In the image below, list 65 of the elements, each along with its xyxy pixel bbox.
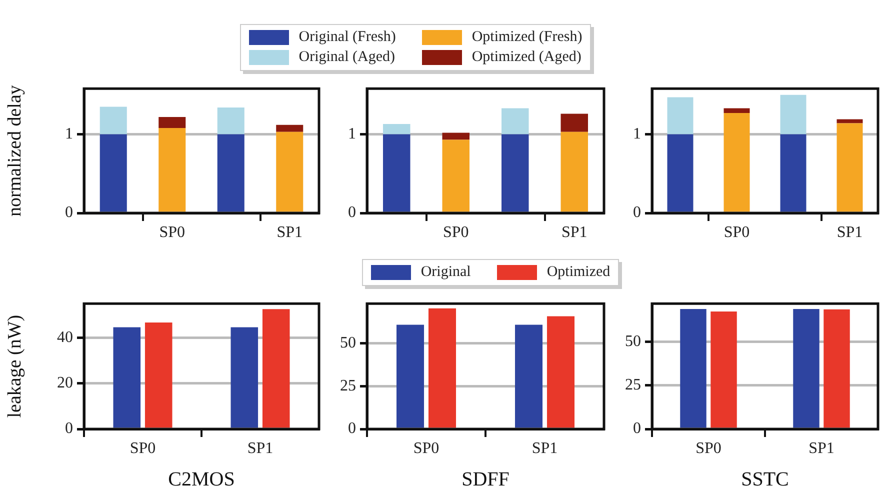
bar <box>724 113 750 212</box>
y-tick-label: 1 <box>65 125 73 142</box>
bar <box>667 134 694 212</box>
x-axis-title: SDFF <box>462 468 510 490</box>
x-tick-label: SP1 <box>276 224 303 241</box>
x-axis-title: C2MOS <box>168 468 235 490</box>
bar <box>276 124 304 132</box>
bar <box>100 134 127 212</box>
x-tick-label: SP1 <box>836 224 863 241</box>
x-tick-label: SP1 <box>561 224 588 241</box>
bar <box>560 114 588 132</box>
bar <box>276 132 304 212</box>
bar <box>780 134 806 212</box>
x-tick-label: SP0 <box>159 224 186 241</box>
bar <box>383 124 410 134</box>
legend-label: Original (Aged) <box>298 49 395 66</box>
y-tick-label: 0 <box>348 420 356 438</box>
bar <box>217 107 244 134</box>
x-tick-label: SP1 <box>247 440 274 457</box>
y-tick-label: 50 <box>340 334 356 352</box>
bar <box>502 108 529 134</box>
bar <box>780 94 806 134</box>
legend-label: Optimized (Fresh) <box>472 29 582 46</box>
y-tick-label: 25 <box>340 377 356 394</box>
y-tick-label: 40 <box>57 329 73 346</box>
y-tick-label: 25 <box>625 376 641 394</box>
legend-label: Original (Fresh) <box>298 29 396 46</box>
y-tick-label: 0 <box>65 420 73 438</box>
bar <box>724 108 750 114</box>
x-tick-label: SP0 <box>442 224 469 241</box>
bar <box>113 327 141 428</box>
x-tick-label: SP1 <box>808 440 834 457</box>
x-axis-title: SSTC <box>741 468 789 490</box>
y-tick-label: 0 <box>633 204 641 222</box>
y-tick-label: 0 <box>65 204 73 222</box>
bar <box>383 134 410 212</box>
x-tick-label: SP0 <box>413 440 440 457</box>
bar <box>144 322 172 428</box>
bar <box>442 132 470 140</box>
legend-label: Optimized (Aged) <box>472 49 582 66</box>
bar <box>836 123 863 212</box>
y-tick-label: 20 <box>57 374 73 392</box>
x-tick-label: SP0 <box>130 440 156 457</box>
legend-label: Optimized <box>546 264 610 281</box>
y-tick-label: 1 <box>633 125 641 142</box>
x-tick-label: SP0 <box>724 224 750 241</box>
bar <box>217 134 244 212</box>
legend-label: Original <box>420 264 471 281</box>
bar <box>442 140 470 212</box>
y-tick-label: 0 <box>348 204 356 222</box>
y-axis-title: leakage (nW) <box>4 314 26 418</box>
y-axis-title: normalized delay <box>4 84 26 216</box>
bar <box>158 116 186 128</box>
bar <box>262 309 290 428</box>
bar <box>100 106 127 134</box>
bar <box>158 128 186 212</box>
bar <box>560 132 588 212</box>
bar <box>667 97 694 134</box>
x-tick-label: SP1 <box>532 440 558 457</box>
bar <box>502 134 529 212</box>
bar <box>230 327 258 428</box>
y-tick-label: 50 <box>625 333 641 350</box>
y-tick-label: 1 <box>348 125 356 142</box>
x-tick-label: SP0 <box>696 440 722 457</box>
y-tick-label: 0 <box>633 420 641 438</box>
